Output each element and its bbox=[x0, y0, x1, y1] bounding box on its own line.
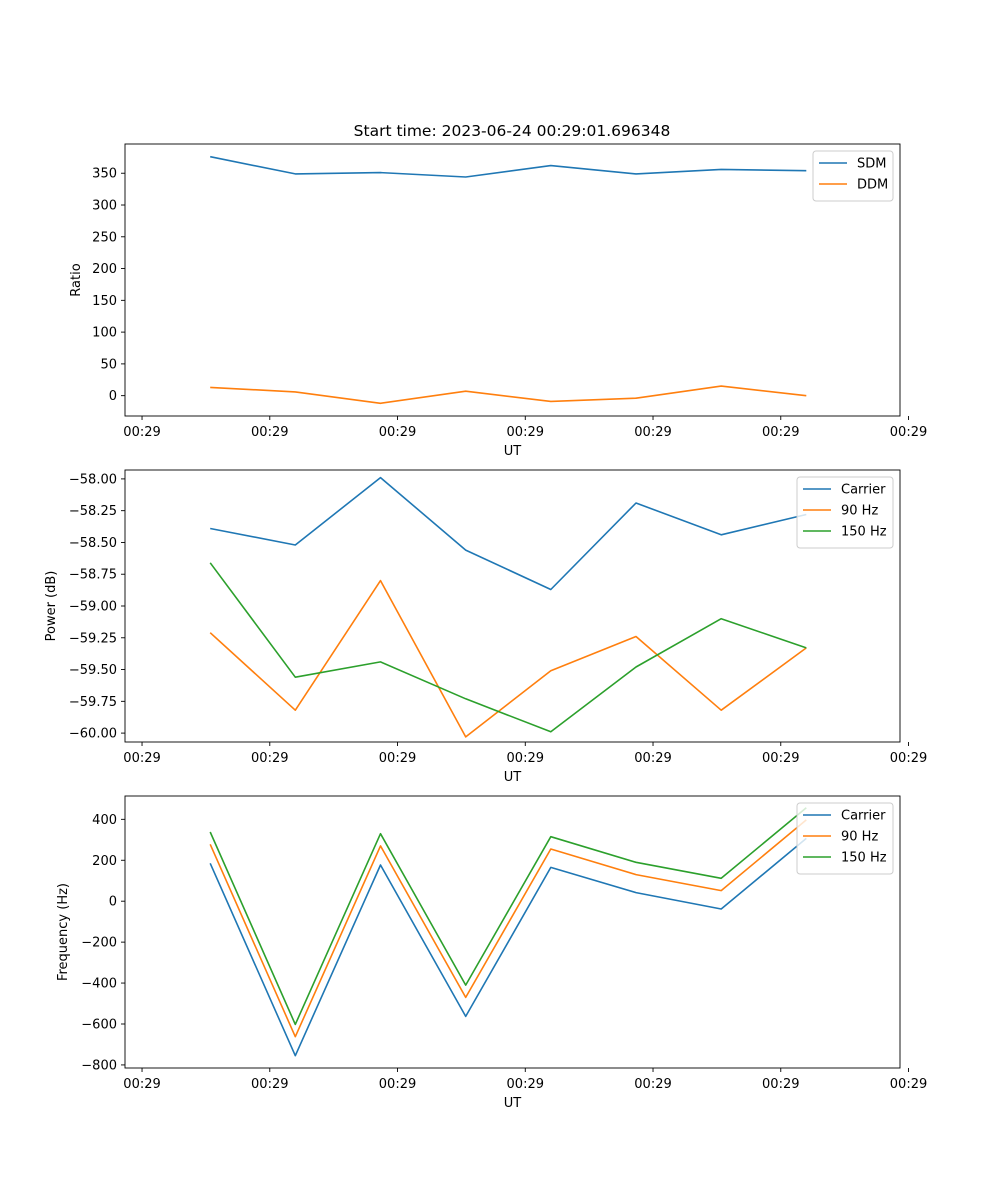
subplot-1: 00:29 00:29 00:29 00:29 00:29 00:29 00:29 0 50 10… bbox=[69, 143, 927, 459]
y-tick-label: −800 bbox=[81, 1058, 117, 1073]
figure-title: Start time: 2023-06-24 00:29:01.696348 bbox=[354, 122, 671, 140]
y-tick-label: −59.00 bbox=[69, 600, 117, 615]
x-tick-label: 00:29 bbox=[251, 1077, 288, 1092]
x-tick-label: 00:29 bbox=[634, 425, 671, 440]
y-tick-label: 250 bbox=[92, 230, 117, 245]
x-tick-label: 00:29 bbox=[379, 1077, 416, 1092]
y-axis-label: Power (dB) bbox=[44, 571, 59, 642]
legend-label: Carrier bbox=[841, 809, 886, 824]
subplot-3: 00:29 00:29 00:29 00:29 00:29 00:29 00:29 400 20… bbox=[56, 795, 927, 1111]
axes-frame bbox=[124, 143, 901, 417]
series-line-carrier bbox=[210, 476, 807, 591]
series-line-sdm bbox=[210, 155, 807, 178]
y-tick-label: −58.75 bbox=[69, 568, 117, 583]
y-tick-label: 100 bbox=[92, 326, 117, 341]
legend: SDM DDM bbox=[812, 150, 894, 202]
y-tick-label: 0 bbox=[109, 389, 117, 404]
x-tick-label: 00:29 bbox=[890, 751, 927, 766]
x-tick-label: 00:29 bbox=[890, 1077, 927, 1092]
x-axis-label: UT bbox=[504, 1096, 522, 1111]
legend-label: 90 Hz bbox=[841, 504, 878, 519]
series-line-90-hz bbox=[209, 819, 807, 1038]
x-tick-label: 00:29 bbox=[379, 751, 416, 766]
legend-label: 90 Hz bbox=[841, 830, 878, 845]
series-line-150-hz bbox=[209, 562, 807, 733]
axes-frame bbox=[124, 795, 901, 1069]
x-tick-label: 00:29 bbox=[251, 425, 288, 440]
y-tick-label: −58.50 bbox=[69, 536, 117, 551]
y-tick-label: −59.75 bbox=[69, 695, 117, 710]
legend: Carrier 90 Hz 150 Hz bbox=[796, 802, 894, 875]
x-axis-label: UT bbox=[504, 770, 522, 785]
y-tick-label: 200 bbox=[92, 854, 117, 869]
x-tick-label: 00:29 bbox=[507, 1077, 544, 1092]
legend: Carrier 90 Hz 150 Hz bbox=[796, 476, 894, 549]
x-tick-label: 00:29 bbox=[890, 425, 927, 440]
y-tick-label: 400 bbox=[92, 813, 117, 828]
y-tick-label: −600 bbox=[81, 1017, 117, 1032]
series-line-carrier bbox=[209, 837, 807, 1057]
x-tick-label: 00:29 bbox=[123, 751, 160, 766]
x-tick-label: 00:29 bbox=[507, 425, 544, 440]
series-line-90-hz bbox=[209, 579, 807, 738]
y-tick-label: −200 bbox=[81, 936, 117, 951]
legend-label: Carrier bbox=[841, 483, 886, 498]
legend-label: 150 Hz bbox=[841, 851, 887, 866]
y-tick-label: 350 bbox=[92, 167, 117, 182]
x-tick-label: 00:29 bbox=[762, 1077, 799, 1092]
y-tick-label: 200 bbox=[92, 262, 117, 277]
y-tick-label: 50 bbox=[100, 357, 117, 372]
y-tick-label: −59.25 bbox=[69, 631, 117, 646]
x-tick-label: 00:29 bbox=[762, 425, 799, 440]
y-tick-label: −60.00 bbox=[69, 727, 117, 742]
x-tick-label: 00:29 bbox=[507, 751, 544, 766]
legend-label: 150 Hz bbox=[841, 525, 887, 540]
y-tick-label: −59.50 bbox=[69, 663, 117, 678]
x-tick-label: 00:29 bbox=[634, 1077, 671, 1092]
y-tick-label: 300 bbox=[92, 199, 117, 214]
legend-label: SDM bbox=[857, 157, 886, 172]
y-axis-label: Ratio bbox=[69, 263, 84, 296]
y-tick-label: 0 bbox=[109, 895, 117, 910]
x-tick-label: 00:29 bbox=[634, 751, 671, 766]
legend-label: DDM bbox=[857, 178, 888, 193]
x-tick-label: 00:29 bbox=[762, 751, 799, 766]
x-tick-label: 00:29 bbox=[123, 1077, 160, 1092]
y-tick-label: −58.00 bbox=[69, 472, 117, 487]
y-tick-label: 150 bbox=[92, 294, 117, 309]
x-axis-label: UT bbox=[504, 444, 522, 459]
x-tick-label: 00:29 bbox=[379, 425, 416, 440]
series-line-150-hz bbox=[209, 807, 807, 1026]
y-axis-label: Frequency (Hz) bbox=[56, 883, 71, 981]
x-tick-label: 00:29 bbox=[251, 751, 288, 766]
y-tick-label: −400 bbox=[81, 977, 117, 992]
x-tick-label: 00:29 bbox=[123, 425, 160, 440]
series-line-ddm bbox=[210, 385, 807, 405]
y-tick-label: −58.25 bbox=[69, 504, 117, 519]
subplot-2: 00:29 00:29 00:29 00:29 00:29 00:29 00:29 −58.0… bbox=[44, 469, 927, 785]
